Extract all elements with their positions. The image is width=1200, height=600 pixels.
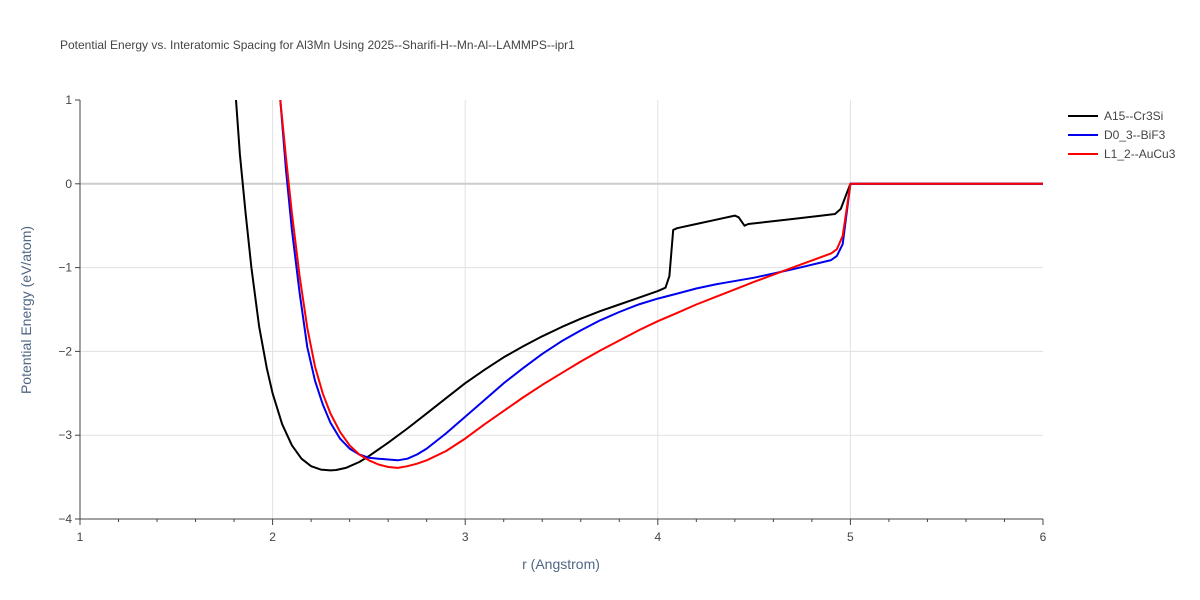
series-lines	[235, 100, 1043, 472]
legend-item-a15[interactable]: A15--Cr3Si	[1068, 106, 1175, 125]
x-ticks: 1 2 3 4 5 6	[77, 519, 1047, 544]
legend-label-l12: L1_2--AuCu3	[1104, 146, 1176, 161]
legend-swatch-l12	[1068, 152, 1098, 155]
series-line-l1-2-aucu3	[279, 100, 1043, 469]
y-tick-label: −3	[58, 428, 72, 442]
legend-item-l12[interactable]: L1_2--AuCu3	[1068, 144, 1175, 163]
x-axis-label: r (Angstrom)	[522, 556, 600, 572]
legend-label-a15: A15--Cr3Si	[1104, 108, 1164, 123]
x-tick-label: 6	[1040, 530, 1047, 544]
legend-swatch-a15	[1068, 114, 1098, 117]
x-tick-label: 4	[654, 530, 661, 544]
x-tick-label: 5	[847, 530, 854, 544]
x-tick-label: 1	[77, 530, 84, 544]
y-ticks: 1 0 −1 −2 −3 −4	[58, 93, 80, 526]
legend: A15--Cr3Si D0_3--BiF3 L1_2--AuCu3	[1068, 106, 1175, 163]
y-tick-label: −1	[58, 261, 72, 275]
grid	[80, 100, 1043, 519]
x-tick-label: 2	[269, 530, 276, 544]
chart-title: Potential Energy vs. Interatomic Spacing…	[60, 38, 575, 52]
x-tick-label: 3	[462, 530, 469, 544]
y-tick-label: 0	[65, 177, 72, 191]
y-axis-label: Potential Energy (eV/atom)	[18, 225, 34, 395]
y-tick-label: 1	[65, 93, 72, 107]
y-tick-label: −2	[58, 344, 72, 358]
series-line-d0-3-bif3	[279, 100, 1043, 462]
axes	[79, 100, 1043, 520]
legend-item-d03[interactable]: D0_3--BiF3	[1068, 125, 1175, 144]
legend-label-d03: D0_3--BiF3	[1104, 127, 1166, 142]
series-line-a15-cr3si	[235, 100, 1043, 472]
y-tick-label: −4	[58, 512, 72, 526]
legend-swatch-d03	[1068, 133, 1098, 136]
